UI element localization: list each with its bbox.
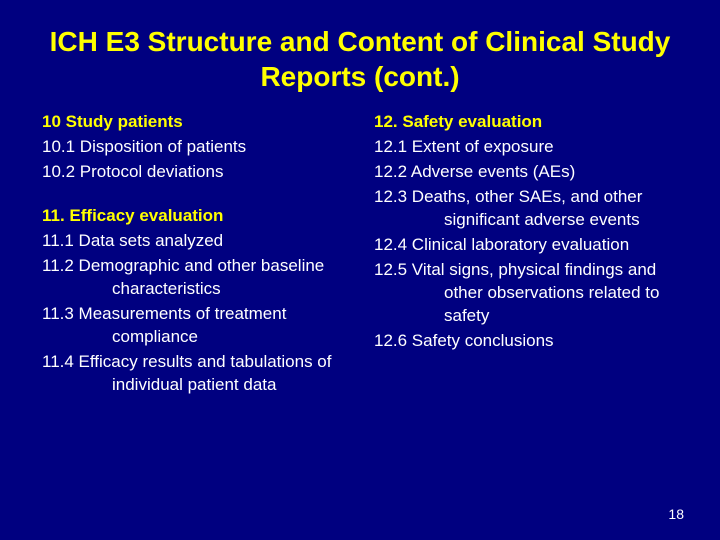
section-item: 12.4 Clinical laboratory evaluation: [374, 234, 678, 257]
section-12-header: 12. Safety evaluation: [374, 112, 678, 132]
section-item: 10.2 Protocol deviations: [42, 161, 346, 184]
content-columns: 10 Study patients 10.1 Disposition of pa…: [0, 112, 720, 398]
section-item: 12.2 Adverse events (AEs): [374, 161, 678, 184]
right-column: 12. Safety evaluation 12.1 Extent of exp…: [374, 112, 678, 398]
section-item: 12.6 Safety conclusions: [374, 330, 678, 353]
section-11-header: 11. Efficacy evaluation: [42, 206, 346, 226]
section-item: 11.2 Demographic and other baseline char…: [42, 255, 346, 301]
section-item: 12.1 Extent of exposure: [374, 136, 678, 159]
page-number: 18: [668, 506, 684, 522]
section-item: 11.4 Efficacy results and tabulations of…: [42, 351, 346, 397]
section-item: 11.3 Measurements of treatment complianc…: [42, 303, 346, 349]
left-column: 10 Study patients 10.1 Disposition of pa…: [42, 112, 346, 398]
section-item: 11.1 Data sets analyzed: [42, 230, 346, 253]
section-item: 12.5 Vital signs, physical findings and …: [374, 259, 678, 328]
slide-title: ICH E3 Structure and Content of Clinical…: [0, 0, 720, 112]
section-item: 12.3 Deaths, other SAEs, and other signi…: [374, 186, 678, 232]
section-10-header: 10 Study patients: [42, 112, 346, 132]
section-item: 10.1 Disposition of patients: [42, 136, 346, 159]
